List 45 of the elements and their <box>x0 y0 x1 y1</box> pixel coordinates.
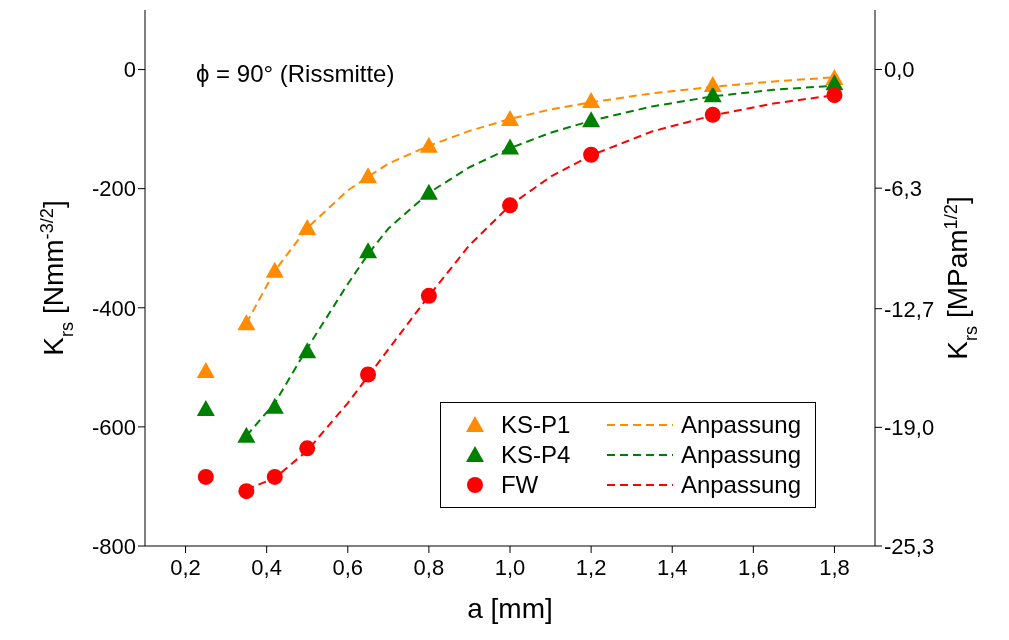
legend-label: KS-P4 <box>499 441 572 469</box>
x-tick-label: 0,8 <box>413 554 445 580</box>
x-axis-title: a [mm] <box>467 593 553 624</box>
y2-tick-label: -19,0 <box>884 415 935 441</box>
point <box>582 92 601 109</box>
y-tick-label: -400 <box>91 295 136 321</box>
point <box>419 136 438 153</box>
legend-label: FW <box>499 471 540 499</box>
point <box>265 261 284 278</box>
point <box>501 109 519 126</box>
annotation: ϕ = 90° (Rissmitte) <box>196 60 395 87</box>
point <box>196 361 215 378</box>
point <box>237 426 256 443</box>
legend-label: KS-P1 <box>499 411 572 439</box>
y-tick-label: -600 <box>91 414 136 440</box>
legend-label: Anpassung <box>679 411 801 439</box>
y2-tick-label: -6,3 <box>884 175 922 201</box>
x-tick-label: 0,2 <box>170 554 201 580</box>
point <box>583 146 600 163</box>
y2-tick-label: -25,3 <box>884 533 935 559</box>
x-tick-label: 1,4 <box>656 554 688 580</box>
y-tick-label: -200 <box>91 176 136 202</box>
x-tick-label: 0,6 <box>332 554 364 580</box>
point <box>265 397 284 414</box>
legend-label: Anpassung <box>679 441 801 469</box>
point <box>826 87 843 104</box>
x-tick-label: 0,4 <box>251 554 282 580</box>
y2-tick-label: -12,7 <box>884 296 935 322</box>
y-tick-label: 0 <box>123 57 136 83</box>
point <box>359 242 378 259</box>
point <box>704 106 721 123</box>
point <box>501 138 519 155</box>
x-tick-label: 1,2 <box>575 554 607 580</box>
legend-label: Anpassung <box>679 471 801 499</box>
point <box>237 314 256 331</box>
point <box>197 468 214 485</box>
x-tick-label: 1,0 <box>494 554 526 580</box>
point <box>196 400 215 417</box>
point <box>238 483 255 500</box>
y2-tick-label: 0,0 <box>884 57 915 83</box>
x-tick-label: 1,6 <box>738 554 769 580</box>
point <box>419 183 438 200</box>
y-tick-label: -800 <box>91 533 136 559</box>
x-tick-label: 1,8 <box>819 554 850 580</box>
point <box>266 468 283 485</box>
